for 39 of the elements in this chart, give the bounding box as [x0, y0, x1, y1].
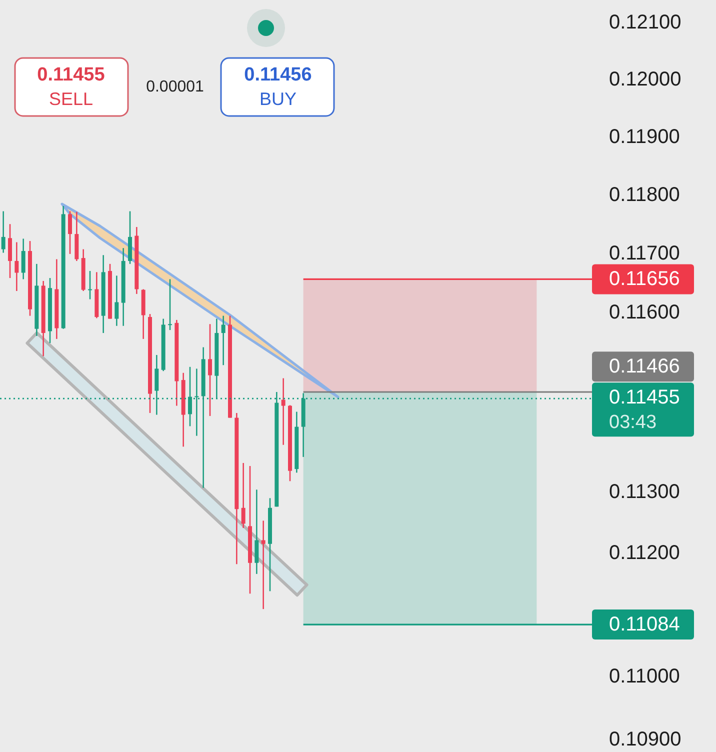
candlestick — [254, 488, 259, 575]
candlestick — [8, 223, 12, 279]
ref-line-label: 0.11466 — [609, 356, 680, 378]
candlestick — [241, 462, 246, 529]
annotation: 0.11456 — [244, 64, 312, 86]
annotation: 0.11455 — [37, 64, 106, 86]
y-tick-label: 0.11200 — [609, 542, 680, 564]
buy-button[interactable]: 0.11456 BUY — [220, 57, 335, 117]
y-tick-label: 0.12000 — [609, 68, 682, 91]
y-tick-label: 0.11300 — [609, 481, 680, 504]
y-tick-label: 0.11600 — [609, 301, 680, 324]
annotation: BUY — [259, 89, 297, 109]
sell-button[interactable]: 0.11455 SELL — [14, 57, 129, 117]
candlestick — [168, 278, 172, 331]
y-tick-label: 0.10900 — [609, 728, 682, 750]
candlestick — [114, 275, 119, 327]
candlestick — [261, 520, 266, 610]
candlestick — [194, 368, 199, 436]
candlestick — [1, 210, 6, 254]
candlestick — [281, 378, 286, 446]
candlestick — [208, 323, 212, 417]
candlestick — [14, 242, 19, 292]
annotation: 0.00001 — [146, 78, 204, 96]
candlestick — [221, 315, 226, 366]
ref-line-label: 0.11455 — [609, 386, 680, 409]
ref-line-label: 0.11084 — [609, 614, 680, 636]
y-tick-label: 0.12100 — [609, 12, 682, 34]
candlestick — [188, 366, 192, 427]
annotation: SELL — [48, 89, 94, 109]
y-tick-label: 0.11000 — [609, 666, 680, 688]
candlestick — [68, 210, 72, 255]
candlestick — [154, 354, 159, 416]
text: 03:43 — [609, 412, 657, 434]
y-tick-label: 0.11900 — [609, 126, 680, 148]
y-tick-label: 0.11700 — [609, 242, 680, 264]
y-tick-label: 0.11800 — [609, 184, 680, 206]
candlestick — [21, 238, 26, 280]
ref-line-label: 0.11656 — [609, 268, 680, 290]
candlestick — [88, 270, 92, 300]
